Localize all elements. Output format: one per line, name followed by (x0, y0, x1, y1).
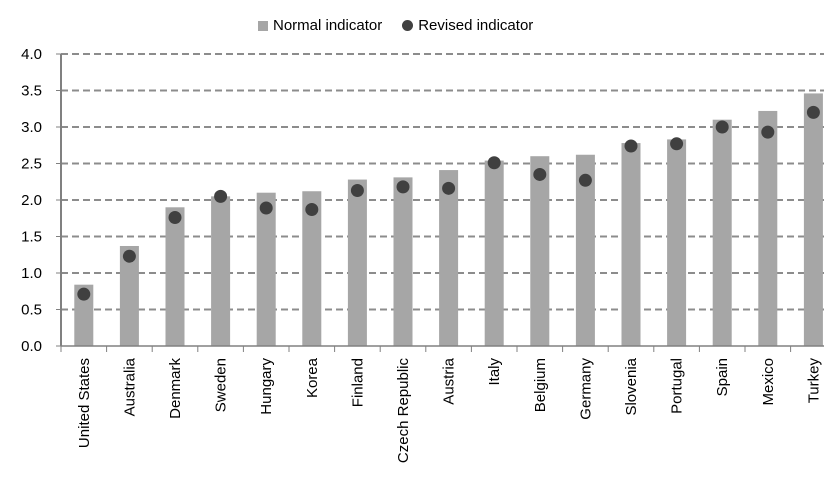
x-category-label: Portugal (669, 358, 686, 414)
y-tick-label: 3.0 (21, 119, 42, 136)
bar-normal-indicator (803, 93, 823, 346)
marker-revised-indicator (350, 184, 364, 198)
bar-normal-indicator (393, 177, 413, 346)
legend-label-normal: Normal indicator (273, 17, 383, 34)
marker-revised-indicator (624, 139, 638, 153)
x-category-label: Finland (349, 358, 366, 407)
legend-label-revised: Revised indicator (418, 17, 534, 34)
x-category-label: Czech Republic (395, 358, 412, 464)
bar-normal-indicator (758, 110, 778, 346)
bar-normal-indicator (667, 139, 687, 346)
marker-revised-indicator (761, 125, 775, 139)
x-category-label: United States (76, 358, 93, 448)
x-category-label: Turkey (805, 358, 822, 404)
marker-revised-indicator (533, 167, 547, 181)
bar-normal-indicator (302, 191, 322, 346)
y-tick-label: 1.0 (21, 265, 42, 282)
marker-revised-indicator (122, 249, 136, 263)
y-tick-label: 1.5 (21, 229, 42, 246)
x-category-label: Korea (304, 357, 321, 398)
marker-revised-indicator (442, 181, 456, 195)
x-category-label: Australia (121, 357, 138, 416)
marker-revised-indicator (806, 105, 820, 119)
bar-normal-indicator (256, 192, 276, 346)
y-tick-label: 2.5 (21, 156, 42, 173)
marker-revised-indicator (259, 201, 273, 215)
y-tick-label: 2.0 (21, 192, 42, 209)
x-category-label: Hungary (258, 358, 275, 415)
marker-revised-indicator (77, 287, 91, 301)
x-category-label: Belgium (532, 358, 549, 412)
y-tick-label: 3.5 (21, 83, 42, 100)
x-category-label: Denmark (167, 358, 184, 419)
bar-normal-indicator (165, 207, 185, 346)
chart-legend: Normal indicator Revised indicator (258, 17, 553, 34)
bar-normal-indicator (119, 245, 139, 346)
bar-normal-indicator (575, 154, 595, 346)
marker-revised-indicator (214, 189, 228, 203)
x-category-label: Spain (714, 358, 731, 396)
y-tick-label: 0.0 (21, 338, 42, 355)
legend-swatch-revised (402, 20, 414, 31)
x-category-label: Slovenia (623, 357, 640, 415)
marker-revised-indicator (305, 202, 319, 216)
bar-normal-indicator (74, 284, 94, 346)
bar-normal-indicator (211, 196, 231, 346)
legend-item-normal: Normal indicator (258, 17, 382, 34)
marker-revised-indicator (715, 120, 729, 134)
x-category-label: Austria (441, 357, 458, 404)
legend-swatch-normal (258, 20, 268, 31)
bar-normal-indicator (621, 143, 641, 346)
marker-revised-indicator (396, 180, 410, 194)
y-tick-label: 0.5 (21, 302, 42, 319)
bar-normal-indicator (439, 170, 459, 346)
x-category-label: Germany (577, 358, 594, 420)
marker-revised-indicator (487, 156, 501, 170)
marker-revised-indicator (670, 137, 684, 151)
legend-item-revised: Revised indicator (402, 17, 533, 34)
x-category-label: Mexico (760, 358, 777, 406)
x-category-label: Italy (486, 358, 503, 386)
x-category-label: Sweden (213, 358, 230, 412)
bar-normal-indicator (484, 160, 504, 346)
bar-normal-indicator (712, 119, 732, 346)
marker-revised-indicator (168, 211, 182, 225)
y-tick-label: 4.0 (21, 46, 42, 63)
bar-normal-indicator (347, 179, 367, 346)
marker-revised-indicator (578, 173, 592, 187)
bar-normal-indicator (530, 156, 550, 346)
